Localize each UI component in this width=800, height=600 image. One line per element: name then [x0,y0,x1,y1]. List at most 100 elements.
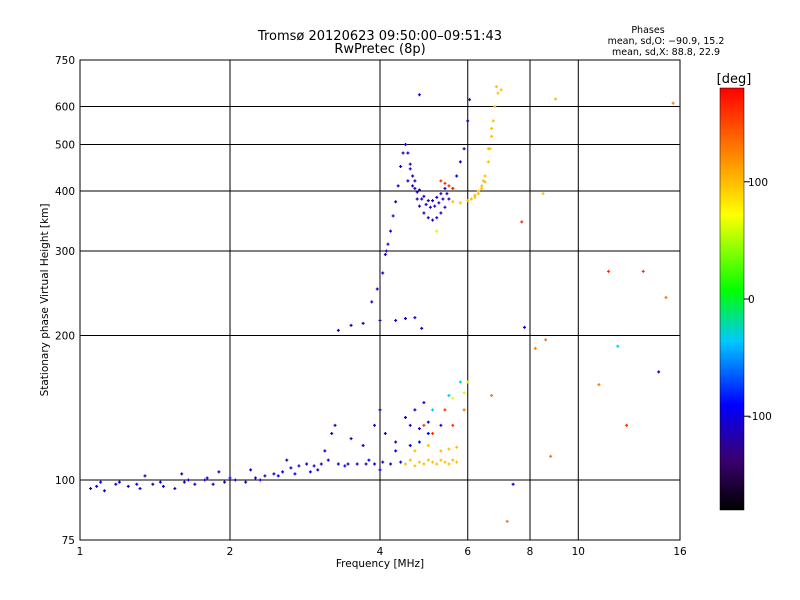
data-point [312,464,316,468]
x-tick-label: 4 [377,546,384,558]
x-tick-label: 8 [527,546,534,558]
data-point [375,287,379,291]
data-point [439,423,443,427]
data-point [480,186,484,190]
data-point [378,318,382,322]
data-point [89,487,93,491]
data-point [417,460,421,464]
data-point [95,484,99,488]
data-point [483,180,487,184]
x-tick-label: 2 [227,546,234,558]
data-point [383,253,387,257]
data-point [505,519,509,523]
colorbar-label: [deg] [717,72,752,87]
data-point [378,408,382,412]
colorbar-ticks: 100 0 -100 [744,177,772,423]
data-point [435,462,439,466]
y-tick-label: 300 [55,246,75,258]
data-point [422,194,426,198]
colorbar [719,87,745,511]
data-point [441,197,445,201]
x-tick-label: 10 [572,546,585,558]
data-point [439,192,443,196]
data-point [103,489,107,493]
data-point [336,328,340,332]
data-point [205,476,209,480]
data-point [451,200,455,204]
data-point [406,179,410,183]
data-point [462,408,466,412]
data-point [413,408,417,412]
data-point [553,97,557,101]
data-point [293,472,297,476]
data-point [408,458,412,462]
data-point [616,344,620,348]
data-point [233,478,237,482]
data-point [455,460,459,464]
data-point [389,229,393,233]
data-point [408,444,412,448]
data-point [211,482,215,486]
data-point [458,160,462,164]
data-point [664,296,668,300]
data-point [420,197,424,201]
stats-line-o: mean, sd,O: −90.9, 15.2 [608,36,725,47]
data-point [408,167,412,171]
data-point [399,164,403,168]
data-point [343,464,347,468]
data-point [289,466,293,470]
data-point [117,480,121,484]
data-point [443,186,447,190]
data-point [417,427,421,431]
data-point [182,480,186,484]
data-point [435,195,439,199]
data-point [431,199,435,203]
data-point [607,269,611,273]
data-point [394,449,398,453]
data-points [89,85,675,523]
stats-line-x: mean, sd,X: 88.8, 22.9 [612,47,720,58]
data-point [549,454,553,458]
data-point [305,462,309,466]
data-point [476,189,480,193]
data-point [473,193,477,197]
data-point [228,476,232,480]
data-point [151,482,155,486]
data-point [370,300,374,304]
data-point [143,474,147,478]
data-point [186,478,190,482]
data-point [336,462,340,466]
data-point [383,432,387,436]
data-point [99,480,103,484]
data-point [447,394,451,398]
data-point [451,458,455,462]
data-point [443,408,447,412]
data-point [411,174,415,178]
data-point [431,408,435,412]
data-point [326,458,330,462]
data-point [523,325,527,329]
data-point [476,192,480,196]
data-point [541,192,545,196]
data-point [126,484,130,488]
data-point [384,249,388,253]
x-tick-label: 6 [464,546,471,558]
data-point [435,229,439,233]
data-point [426,444,430,448]
data-point [426,216,430,220]
colorbar-tick-label: 100 [748,177,768,189]
data-point [422,423,426,427]
data-point [391,214,395,218]
data-point [217,470,221,474]
data-point [330,432,334,436]
data-point [413,449,417,453]
data-point [161,484,165,488]
data-point [135,482,139,486]
data-point [443,181,447,185]
data-point [597,383,601,387]
y-tick-label: 100 [55,475,75,487]
data-point [413,464,417,468]
data-point [431,460,435,464]
data-point [415,197,419,201]
data-point [323,449,327,453]
